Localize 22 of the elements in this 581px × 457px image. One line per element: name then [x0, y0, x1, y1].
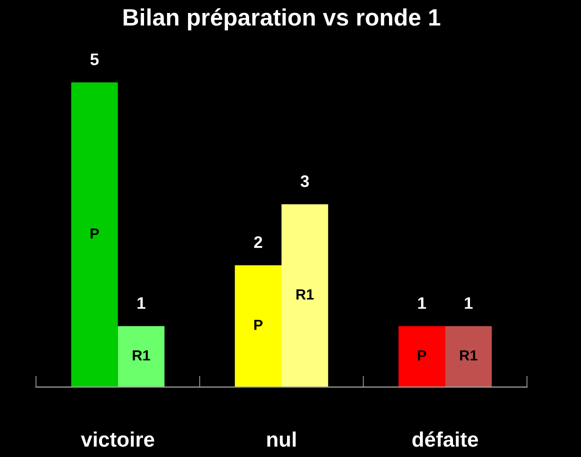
data-label: 1: [418, 297, 426, 309]
text: R1: [460, 350, 478, 360]
data-label: 2: [254, 236, 262, 248]
bar: [118, 326, 164, 388]
chart-title: Bilan préparation vs ronde 1: [124, 8, 440, 30]
bar: [71, 82, 118, 388]
bar: [398, 326, 446, 388]
data-label: 1: [138, 297, 146, 309]
data-label: 5: [90, 54, 99, 66]
text: P: [90, 228, 99, 239]
text: R1: [132, 350, 150, 360]
x-tick-label: victoire: [80, 432, 154, 447]
x-tick-label: défaite: [412, 431, 478, 447]
data-label: 1: [464, 297, 473, 309]
x-tick-label: nul: [267, 432, 296, 447]
bar: [234, 265, 282, 388]
text: P: [418, 350, 426, 360]
data-label: 3: [300, 175, 309, 188]
series-label: R1: [296, 289, 314, 300]
bar: [445, 326, 492, 388]
bar: [281, 204, 328, 388]
series-label: P: [254, 320, 263, 330]
